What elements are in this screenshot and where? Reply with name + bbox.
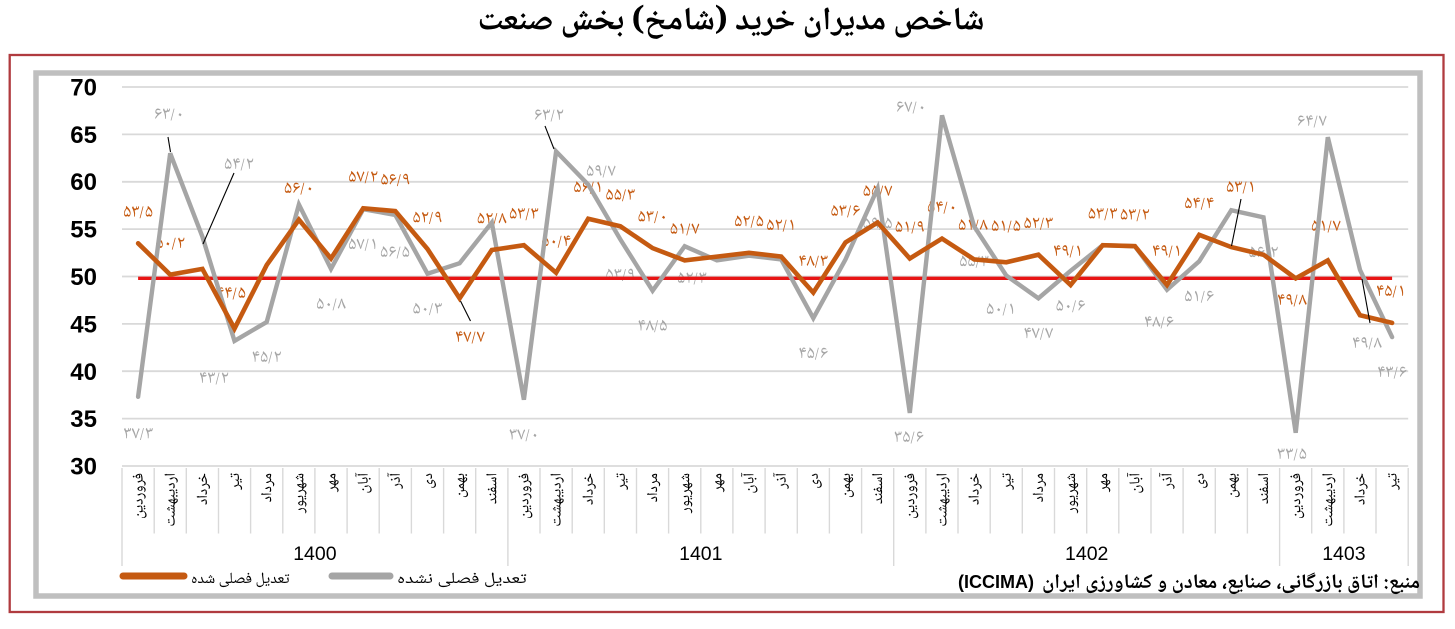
svg-text:45: 45 — [70, 311, 97, 338]
svg-text:1403: 1403 — [1322, 543, 1365, 565]
svg-text:60: 60 — [70, 169, 97, 196]
svg-text:1401: 1401 — [679, 543, 722, 565]
svg-text:1400: 1400 — [293, 543, 337, 565]
svg-text:50: 50 — [70, 264, 97, 291]
svg-text:55: 55 — [70, 217, 97, 244]
svg-text:(ICCIMA): (ICCIMA) — [958, 572, 1034, 592]
svg-text:35: 35 — [70, 406, 97, 433]
svg-text:30: 30 — [70, 454, 97, 481]
svg-text:1402: 1402 — [1065, 543, 1108, 565]
svg-text:40: 40 — [70, 359, 97, 386]
svg-text:70: 70 — [70, 75, 97, 102]
svg-text:65: 65 — [70, 122, 97, 149]
